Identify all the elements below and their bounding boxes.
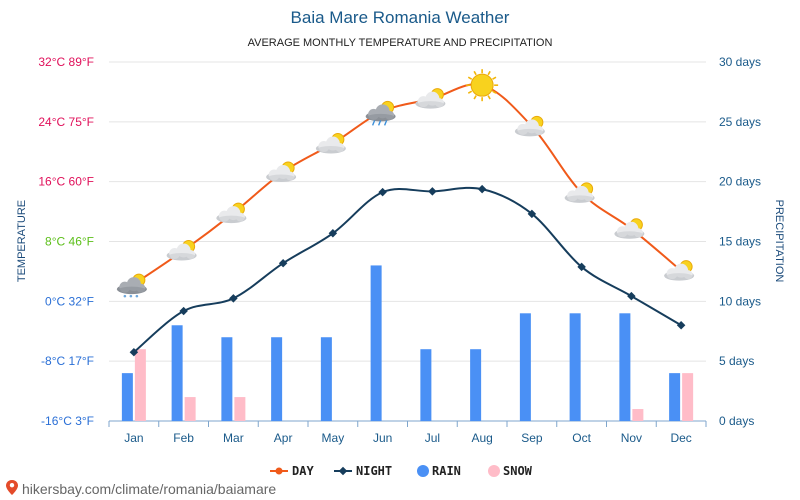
rain-bar	[171, 325, 183, 421]
snow-bar	[184, 397, 196, 421]
legend-label: NIGHT	[356, 464, 392, 478]
weather-icons	[116, 69, 695, 298]
legend-item: NIGHT	[334, 464, 392, 478]
pin-icon	[6, 480, 18, 495]
rain-bar	[271, 337, 283, 421]
rain-bar	[121, 373, 133, 421]
night-point	[477, 184, 487, 194]
cloud-sun-icon	[166, 239, 197, 261]
legend-item: DAY	[270, 464, 314, 478]
legend-item: RAIN	[417, 464, 461, 478]
legend-marker	[417, 465, 429, 477]
night-point	[676, 321, 686, 330]
night-point	[129, 347, 139, 357]
night-point	[278, 258, 288, 268]
day-temperature-line	[133, 83, 682, 285]
x-tick-label: Jul	[425, 431, 440, 445]
legend-item: SNOW	[488, 464, 533, 478]
right-tick-label: 15 days	[719, 235, 761, 249]
night-point	[378, 187, 387, 197]
left-tick-label: 16°C 60°F	[38, 175, 94, 189]
left-tick-label: 24°C 75°F	[38, 115, 94, 129]
x-tick-label: Mar	[223, 431, 244, 445]
rain-bar	[420, 349, 432, 421]
night-point	[179, 306, 188, 316]
cloud-sun-icon	[216, 202, 247, 224]
source-attribution[interactable]: hikersbay.com/climate/romania/baiamare	[6, 480, 276, 497]
rain-bar	[669, 373, 681, 421]
cloud-sun-icon	[315, 133, 346, 154]
left-tick-label: 8°C 46°F	[45, 235, 94, 249]
snow-bar	[134, 349, 146, 421]
snow-cloud-sun-icon	[116, 273, 147, 298]
chart-subtitle: AVERAGE MONTHLY TEMPERATURE AND PRECIPIT…	[248, 37, 553, 49]
rain-bar	[619, 313, 631, 421]
grid-lines	[108, 61, 707, 427]
night-point	[328, 229, 338, 238]
right-axis-title: PRECIPITATION	[773, 200, 785, 283]
right-tick-label: 5 days	[719, 354, 754, 368]
x-tick-label: Dec	[670, 431, 691, 445]
snow-bar	[632, 409, 644, 421]
night-point	[428, 187, 437, 196]
snow-bar	[682, 373, 694, 421]
night-point	[577, 262, 586, 272]
rain-bar	[221, 337, 233, 421]
right-tick-label: 10 days	[719, 294, 761, 308]
x-tick-label: Apr	[274, 431, 293, 445]
x-tick-label: Feb	[173, 431, 194, 445]
legend-label: RAIN	[432, 464, 461, 478]
cloud-sun-icon	[514, 115, 545, 137]
left-tick-label: 0°C 32°F	[45, 294, 94, 308]
cloud-sun-icon	[415, 88, 446, 109]
left-axis-title: TEMPERATURE	[16, 200, 28, 282]
right-tick-label: 25 days	[719, 115, 761, 129]
legend-marker	[275, 467, 283, 475]
rain-bar	[370, 265, 382, 421]
legend-marker	[338, 466, 348, 476]
legend-label: DAY	[292, 464, 314, 478]
rain-cloud-sun-icon	[365, 100, 396, 126]
x-axis-ticks: Jan Feb Mar Apr May Jun Jul Aug Sep Oct Nov Dec	[124, 431, 692, 445]
legend: DAY NIGHT RAIN SNOW	[270, 464, 533, 478]
legend-marker	[488, 465, 500, 477]
x-tick-label: May	[322, 431, 345, 445]
cloud-sun-icon	[664, 260, 695, 281]
right-axis-ticks: 30 days 25 days 20 days 15 days 10 days 5 day…	[719, 55, 761, 428]
right-tick-label: 20 days	[719, 175, 761, 189]
temperature-lines	[129, 83, 686, 357]
night-point	[627, 291, 636, 301]
left-tick-label: -16°C 3°F	[41, 414, 94, 428]
x-tick-label: Oct	[572, 431, 591, 445]
x-tick-label: Jun	[373, 431, 392, 445]
cloud-sun-icon	[614, 218, 645, 239]
source-link[interactable]: hikersbay.com/climate/romania/baiamare	[22, 481, 276, 497]
left-tick-label: 32°C 89°F	[38, 55, 94, 69]
rain-bar	[320, 337, 332, 421]
left-axis-ticks: 32°C 89°F 24°C 75°F 16°C 60°F 8°C 46°F 0°C 3…	[38, 55, 94, 428]
snow-bar	[234, 397, 246, 421]
left-tick-label: -8°C 17°F	[41, 354, 94, 368]
chart-title: Baia Mare Romania Weather	[291, 8, 510, 27]
night-point	[229, 294, 238, 303]
rain-bar	[519, 313, 531, 421]
cloud-sun-icon	[266, 161, 297, 182]
x-tick-label: Nov	[621, 431, 642, 445]
rain-bar	[569, 313, 581, 421]
x-tick-label: Aug	[471, 431, 492, 445]
rain-bar	[470, 349, 482, 421]
sun-icon	[466, 69, 499, 102]
precipitation-bars	[121, 265, 694, 421]
right-tick-label: 30 days	[719, 55, 761, 69]
right-tick-label: 0 days	[719, 414, 754, 428]
night-temperature-line	[133, 186, 682, 353]
legend-label: SNOW	[503, 464, 533, 478]
x-tick-label: Sep	[521, 431, 543, 445]
x-tick-label: Jan	[124, 431, 143, 445]
cloud-sun-icon	[564, 182, 595, 203]
